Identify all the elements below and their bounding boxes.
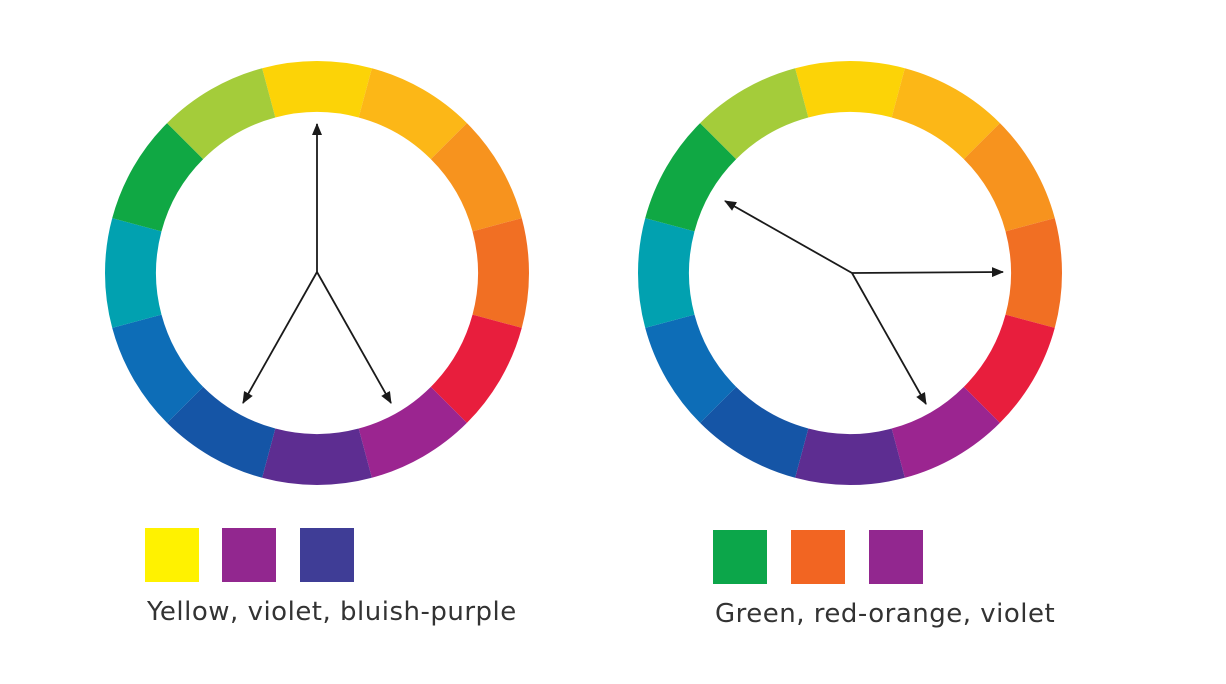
swatch-red-orange [791,530,845,584]
caption-right: Green, red-orange, violet [715,599,1056,629]
arrows-right [724,200,1004,405]
left-wheel-segment [262,60,372,118]
right-wheel-segment [645,123,737,232]
left-wheel-segment [358,68,467,160]
arrows-left [242,123,392,404]
left-wheel-segment [167,68,276,160]
right-wheel-segment [700,68,809,160]
arrow-to-green [724,200,853,274]
left-wheel-segment [104,218,162,328]
left-wheel-segment [112,314,204,423]
left-wheel-segment [167,386,276,478]
left-wheel-segment [430,123,522,232]
right-wheel-segment [795,428,905,486]
arrow-to-violet [851,272,927,405]
arrow-to-red-orange [851,267,1004,278]
swatch-yellow [145,528,199,582]
left-wheel-segment [472,218,530,328]
left-wheel-segment [358,386,467,478]
left-wheel-segment [262,428,372,486]
swatch-bluish-purple [300,528,354,582]
right-wheel-segment [795,60,905,118]
right-wheel-segment [891,386,1000,478]
color-wheel-left [104,60,530,486]
swatch-violet [222,528,276,582]
right-wheel-segment [637,218,695,328]
right-wheel-segment [963,123,1055,232]
arrow-to-bluish-purple [242,271,318,404]
right-wheel-segment [700,386,809,478]
right-wheel-segment [1005,218,1063,328]
left-wheel-segment [430,314,522,423]
right-wheel-segment [963,314,1055,423]
left-wheel-segment [112,123,204,232]
right-wheel-segment [891,68,1000,160]
caption-left: Yellow, violet, bluish-purple [147,597,517,627]
swatch-violet [869,530,923,584]
right-wheel-segment [645,314,737,423]
arrow-to-violet [316,271,392,404]
swatch-green [713,530,767,584]
color-wheel-right [637,60,1063,486]
